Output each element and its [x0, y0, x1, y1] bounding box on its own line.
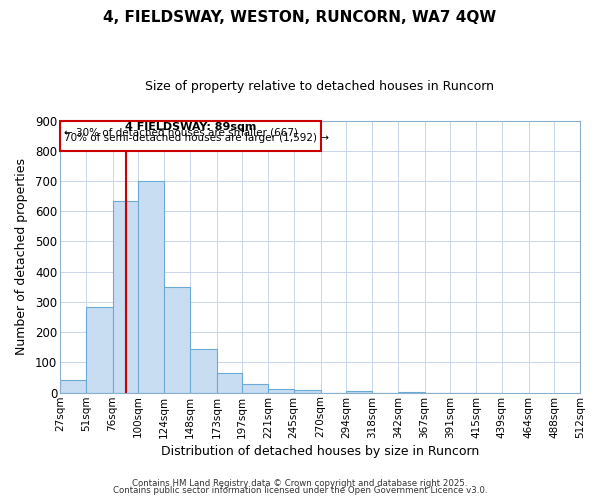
Text: Contains HM Land Registry data © Crown copyright and database right 2025.: Contains HM Land Registry data © Crown c…: [132, 478, 468, 488]
Bar: [164, 287, 190, 393]
Bar: [138, 181, 164, 392]
Text: Contains public sector information licensed under the Open Government Licence v3: Contains public sector information licen…: [113, 486, 487, 495]
Y-axis label: Number of detached properties: Number of detached properties: [15, 158, 28, 355]
Bar: [60, 380, 86, 392]
Bar: [190, 349, 217, 393]
Bar: [294, 390, 320, 392]
Bar: [86, 307, 113, 392]
Bar: [60, 120, 320, 151]
Title: Size of property relative to detached houses in Runcorn: Size of property relative to detached ho…: [145, 80, 494, 93]
Bar: [217, 373, 242, 392]
Text: 4 FIELDSWAY: 89sqm: 4 FIELDSWAY: 89sqm: [125, 122, 256, 132]
Text: ← 30% of detached houses are smaller (667): ← 30% of detached houses are smaller (66…: [64, 127, 298, 137]
X-axis label: Distribution of detached houses by size in Runcorn: Distribution of detached houses by size …: [161, 444, 479, 458]
Bar: [268, 388, 294, 392]
Text: 4, FIELDSWAY, WESTON, RUNCORN, WA7 4QW: 4, FIELDSWAY, WESTON, RUNCORN, WA7 4QW: [103, 10, 497, 25]
Text: 70% of semi-detached houses are larger (1,592) →: 70% of semi-detached houses are larger (…: [64, 132, 329, 142]
Bar: [113, 201, 138, 392]
Bar: [242, 384, 268, 392]
Bar: [346, 391, 372, 392]
